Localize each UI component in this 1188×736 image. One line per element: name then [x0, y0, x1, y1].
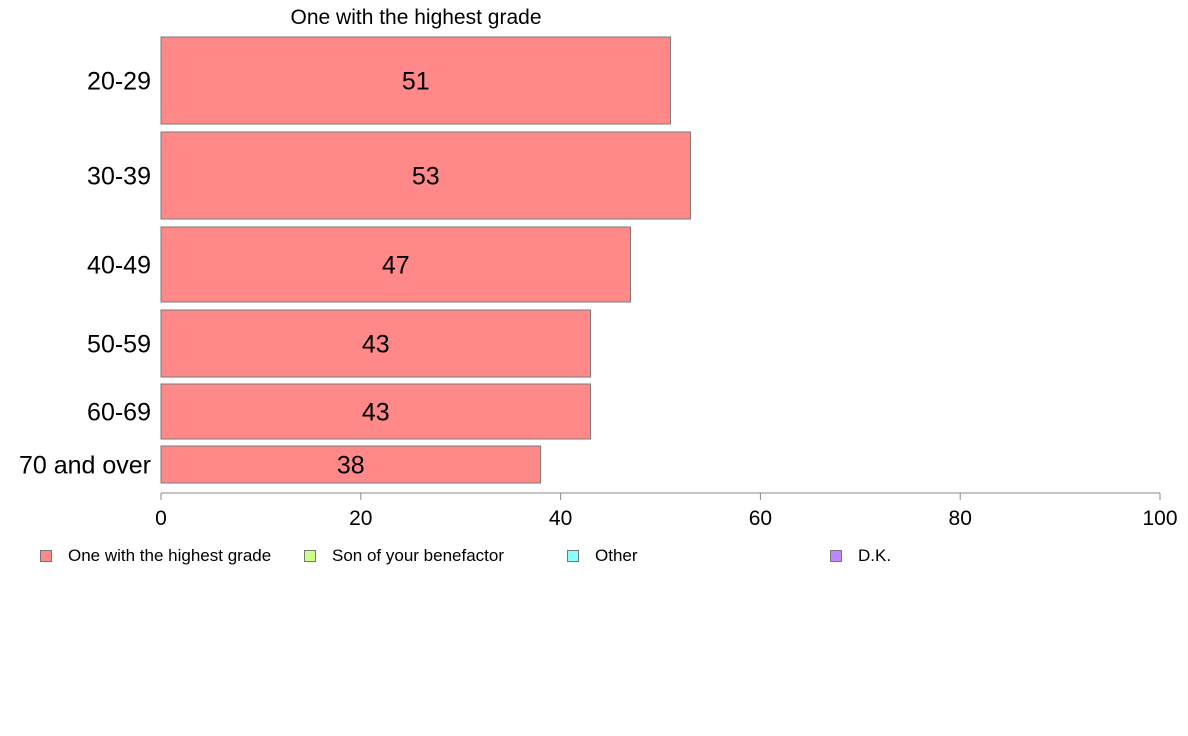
legend-item-highest-grade: One with the highest grade: [40, 546, 271, 566]
legend-swatch-dk: [830, 550, 842, 562]
bar-value-label: 43: [362, 331, 390, 359]
category-label: 20-29: [87, 68, 151, 96]
legend-item-benefactor: Son of your benefactor: [304, 546, 504, 566]
x-tick-label: 100: [1142, 507, 1177, 530]
legend: One with the highest grade Son of your b…: [40, 546, 1140, 570]
bar-value-label: 53: [412, 163, 440, 191]
bars-layer: 51 20-29 53 30-39 47 40-49 43 50-59 43 60-69 38 70 …: [19, 36, 691, 484]
bar-2: [160, 131, 691, 220]
category-label: 40-49: [87, 252, 151, 280]
bar-value-label: 38: [337, 452, 365, 480]
legend-swatch-other: [567, 550, 579, 562]
legend-label-benefactor: Son of your benefactor: [332, 546, 505, 565]
legend-item-dk: D.K.: [830, 546, 891, 566]
legend-label-other: Other: [595, 546, 638, 565]
x-tick-label: 80: [949, 507, 972, 530]
bar-6: [160, 445, 542, 484]
legend-swatch-benefactor: [304, 550, 316, 562]
bar-5: [160, 383, 592, 440]
bar-4: [160, 309, 592, 378]
bar-value-label: 51: [402, 68, 430, 96]
legend-label-highest-grade: One with the highest grade: [68, 546, 272, 565]
chart-title: One with the highest grade: [291, 6, 542, 29]
category-label: 30-39: [87, 163, 151, 191]
legend-label-dk: D.K.: [858, 546, 892, 565]
x-tick-label: 20: [349, 507, 372, 530]
bar-3: [160, 226, 632, 303]
x-axis: 0 20 40 60 80 100: [155, 492, 1178, 530]
bar-value-label: 43: [362, 399, 390, 427]
category-label: 70 and over: [19, 452, 151, 480]
bar-1: [160, 36, 671, 125]
legend-item-other: Other: [567, 546, 638, 566]
x-tick-label: 0: [155, 507, 167, 530]
bar-value-label: 47: [382, 252, 410, 280]
x-tick-label: 60: [749, 507, 772, 530]
category-label: 50-59: [87, 331, 151, 359]
legend-swatch-highest-grade: [40, 550, 52, 562]
category-label: 60-69: [87, 399, 151, 427]
x-tick-label: 40: [549, 507, 572, 530]
